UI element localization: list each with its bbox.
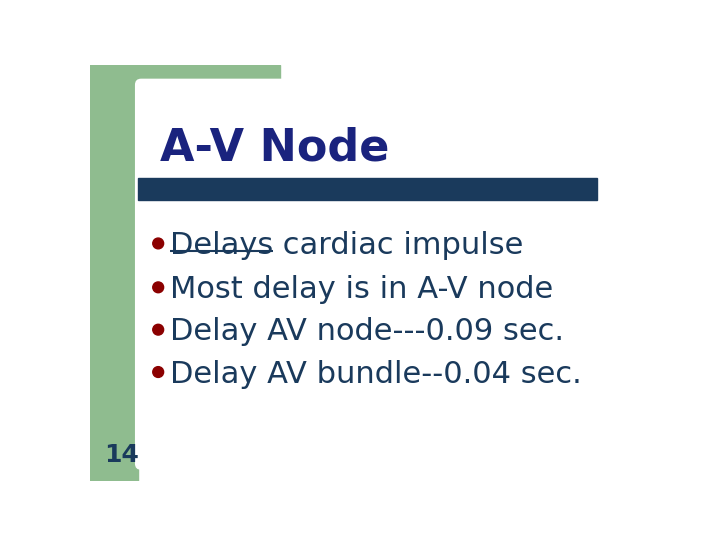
- Bar: [90, 65, 138, 481]
- Circle shape: [153, 282, 163, 293]
- Circle shape: [153, 325, 163, 335]
- FancyBboxPatch shape: [135, 79, 648, 470]
- Text: Delays: Delays: [170, 231, 273, 260]
- Text: Delay AV node---0.09 sec.: Delay AV node---0.09 sec.: [170, 318, 564, 347]
- Bar: [138, 178, 597, 200]
- Text: Most delay is in A-V node: Most delay is in A-V node: [170, 275, 553, 304]
- Text: A-V Node: A-V Node: [160, 126, 389, 170]
- Circle shape: [153, 238, 163, 249]
- Text: cardiac impulse: cardiac impulse: [273, 231, 523, 260]
- Bar: [90, 65, 280, 150]
- Text: Delay AV bundle--0.04 sec.: Delay AV bundle--0.04 sec.: [170, 360, 582, 389]
- Circle shape: [153, 367, 163, 377]
- Text: 14: 14: [104, 443, 139, 467]
